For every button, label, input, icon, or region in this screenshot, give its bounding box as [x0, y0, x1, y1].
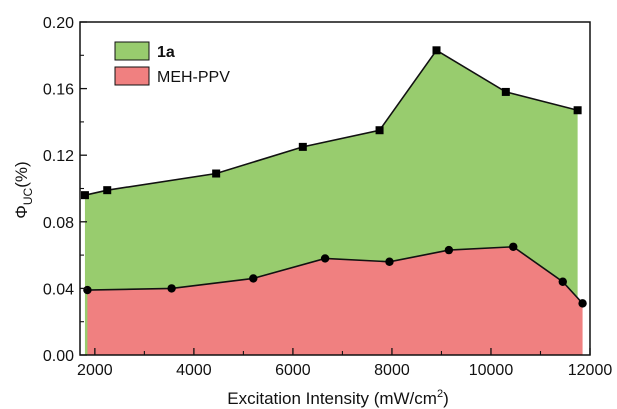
- legend-label-0: 1a: [157, 44, 175, 61]
- marker-circle: [167, 284, 176, 293]
- y-tick-label: 0.04: [43, 281, 74, 298]
- y-tick-label: 0.12: [43, 148, 74, 165]
- legend-swatch-1: [114, 66, 150, 86]
- marker-circle: [320, 254, 330, 263]
- marker-square: [212, 169, 221, 178]
- marker-layer: [80, 46, 587, 308]
- legend: 1a MEH-PPV: [114, 41, 230, 86]
- marker-circle: [509, 242, 518, 251]
- marker-circle: [578, 299, 587, 308]
- axes-layer: 0.00 0.04 0.08 0.12 0.16 0.20 2000 4000 6000 8000…: [43, 15, 612, 379]
- x-tick-label: 8000: [374, 362, 410, 379]
- y-tick-label: 0.20: [43, 15, 74, 32]
- marker-square: [375, 126, 384, 135]
- marker-circle: [558, 277, 567, 286]
- line-series-0: [84, 49, 578, 196]
- marker-square: [103, 186, 112, 195]
- x-tick-label: 6000: [275, 362, 311, 379]
- area-series-1: [87, 246, 583, 355]
- x-tick-label: 10000: [469, 362, 514, 379]
- marker-circle: [385, 257, 394, 266]
- y-tick-label: 0.08: [43, 215, 74, 232]
- y-tick-label: 0.16: [43, 82, 74, 99]
- x-axis-title: Excitation Intensity (mW/cm2): [227, 388, 449, 408]
- marker-square: [298, 142, 307, 151]
- x-tick-label: 4000: [176, 362, 212, 379]
- marker-circle: [83, 285, 92, 295]
- marker-square: [501, 87, 510, 96]
- legend-label-1: MEH-PPV: [157, 69, 230, 86]
- area-layer: [84, 50, 583, 356]
- legend-swatch-0: [114, 41, 150, 61]
- x-tick-label: 2000: [77, 362, 113, 379]
- x-tick-label: 12000: [568, 362, 613, 379]
- marker-square: [573, 106, 582, 115]
- marker-circle: [249, 274, 258, 283]
- marker-square: [80, 191, 89, 200]
- marker-circle: [444, 245, 454, 255]
- y-axis-title: ΦUC(%): [12, 161, 35, 218]
- y-tick-label: 0.00: [43, 348, 74, 365]
- marker-square: [432, 46, 441, 55]
